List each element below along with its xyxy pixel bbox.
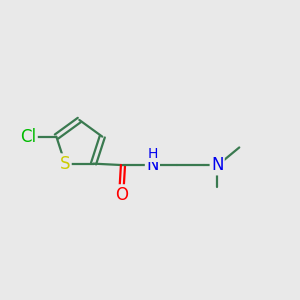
Text: N: N <box>211 156 224 174</box>
Text: S: S <box>60 154 70 172</box>
Text: N: N <box>146 156 159 174</box>
Text: Cl: Cl <box>20 128 37 146</box>
Text: O: O <box>115 186 128 204</box>
Text: H: H <box>147 147 158 161</box>
